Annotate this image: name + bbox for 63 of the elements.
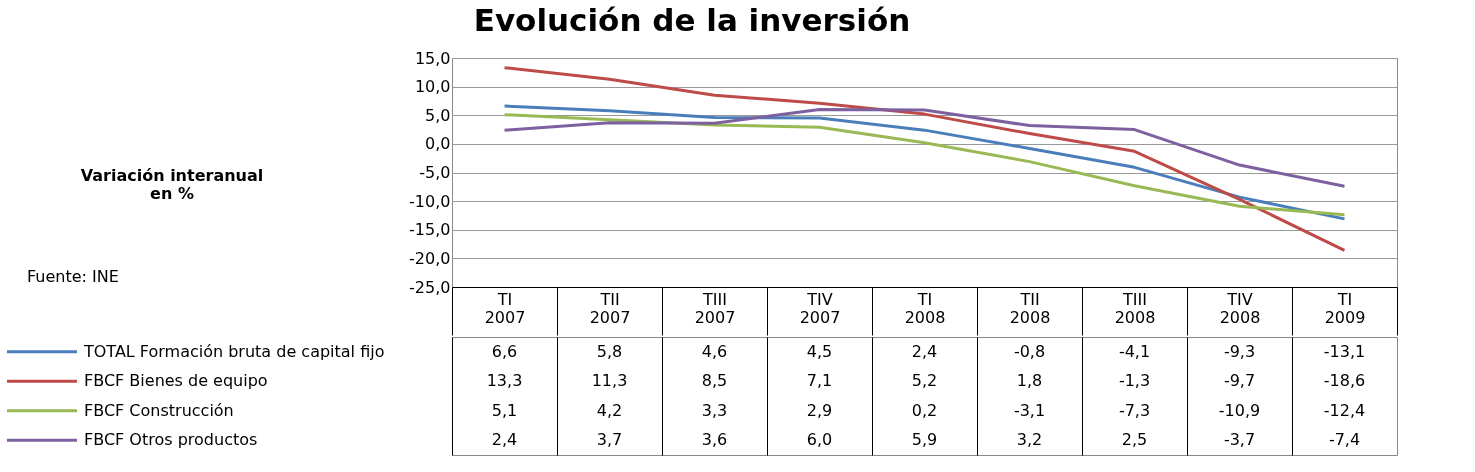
data-label: 3,3 [701,400,728,420]
y-tick-label: 10,0 [414,77,451,97]
data-label: 4,5 [806,341,833,361]
y-tick-label: -20,0 [409,248,451,268]
y-tick-label: -5,0 [419,163,451,182]
y-tick-label: 15,0 [414,48,451,68]
data-label: 3,2 [1016,430,1043,450]
x-tick-label: TII 2008 [1009,289,1051,327]
legend-label: FBCF Bienes de equipo [84,371,268,391]
y-tick-label: -10,0 [409,191,451,211]
data-label: -10,9 [1218,400,1261,420]
x-tick-label: TIV 2007 [799,289,841,327]
data-label: 0,2 [911,400,938,420]
data-label: 6,6 [491,341,518,361]
data-label: 5,2 [911,371,938,391]
data-label: 2,9 [806,400,833,420]
x-tick-label: TI 2008 [904,289,946,327]
data-label: 3,7 [596,430,623,450]
data-label: 5,1 [491,400,518,420]
data-label: 5,9 [911,430,938,450]
x-tick-label: TIII 2008 [1114,289,1156,327]
data-label: -3,7 [1223,430,1256,450]
x-tick-label: TI 2007 [484,289,526,327]
source-note: Fuente: INE [27,267,119,286]
line-series [503,108,1346,188]
x-tick-label: TIII 2007 [694,289,736,327]
y-tick-label: -15,0 [409,220,451,240]
x-tick-label: TI 2009 [1324,289,1366,327]
data-label: 7,1 [806,371,833,391]
data-label: 5,8 [596,341,623,361]
line-series [503,66,1346,252]
data-label: 3,6 [701,430,728,450]
data-label: 4,6 [701,341,728,361]
data-label: -4,1 [1118,341,1151,361]
data-label: 1,8 [1016,371,1043,391]
data-label: -18,6 [1323,371,1366,391]
data-label: 6,0 [806,430,833,450]
y-tick-label: 0,0 [425,134,451,154]
legend-label: FBCF Construcción [84,400,234,420]
data-label: -12,4 [1323,400,1366,420]
data-label: 11,3 [591,371,628,391]
data-label: -9,7 [1223,371,1256,391]
data-label: -7,4 [1328,430,1361,450]
data-label: -3,1 [1013,400,1046,420]
data-label: -7,3 [1118,400,1151,420]
data-label: 2,4 [911,341,938,361]
text: Variación interanual en % [80,166,264,203]
data-label: -9,3 [1223,341,1256,361]
y-tick-label: 5,0 [425,105,451,125]
data-label: 2,4 [491,430,518,450]
data-label: -1,3 [1118,371,1151,391]
data-label: -0,8 [1013,341,1046,361]
data-label: 8,5 [701,371,728,391]
data-label: -13,1 [1323,341,1366,361]
chart-title: Evolución de la inversión [473,2,911,38]
data-label: 13,3 [486,371,523,391]
data-label: 2,5 [1121,430,1148,450]
data-label: 4,2 [596,400,623,420]
x-tick-label: TII 2007 [589,289,631,327]
legend-label: TOTAL Formación bruta de capital fijo [83,341,385,361]
x-tick-label: TIV 2008 [1219,289,1261,327]
y-tick-label: -25,0 [409,277,451,297]
legend-label: FBCF Otros productos [84,430,258,450]
